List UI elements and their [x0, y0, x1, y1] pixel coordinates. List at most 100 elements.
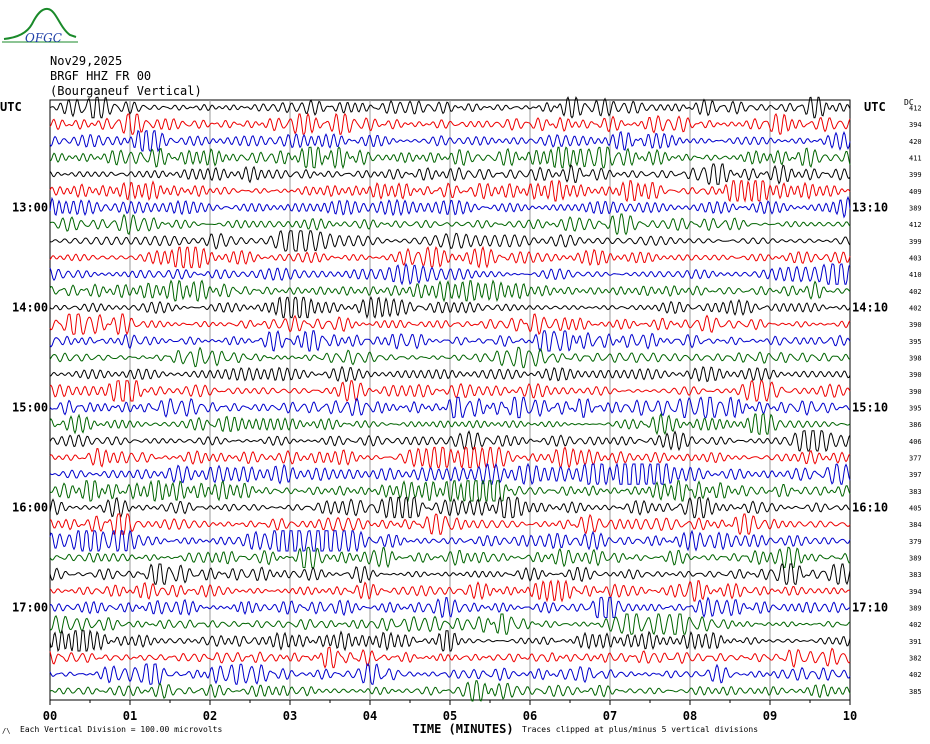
utc-left-label: UTC — [0, 100, 22, 114]
seismic-trace-row — [49, 229, 851, 252]
logo-text: OFGC — [25, 31, 62, 45]
corner-mark: /\ — [2, 727, 11, 735]
dc-offset-label: 398 — [909, 355, 922, 363]
seismic-trace-row — [49, 330, 851, 352]
dc-offset-label: 389 — [909, 605, 922, 613]
right-hour-label: 13:10 — [852, 201, 888, 215]
seismic-trace-row — [49, 663, 851, 685]
x-tick-label: 05 — [443, 709, 457, 723]
seismic-trace-row — [49, 262, 851, 286]
left-hour-label: 16:00 — [12, 501, 48, 515]
dc-offset-label: 399 — [909, 238, 922, 246]
dc-offset-label: 405 — [909, 505, 922, 513]
dc-offset-label: 409 — [909, 188, 922, 196]
seismic-trace-row — [49, 96, 851, 119]
dc-offset-label: 399 — [909, 171, 922, 179]
seismic-trace-row — [49, 430, 851, 453]
dc-offset-label: 385 — [909, 688, 922, 696]
dc-offset-label: 390 — [909, 388, 922, 396]
seismic-trace-row — [49, 296, 851, 319]
seismic-trace-row — [49, 313, 851, 336]
x-tick-label: 03 — [283, 709, 297, 723]
x-tick-label: 00 — [43, 709, 57, 723]
right-hour-label: 16:10 — [852, 501, 888, 515]
left-hour-label: 14:00 — [12, 301, 48, 315]
dc-label: DC — [904, 98, 914, 107]
scale-note: Each Vertical Division = 100.00 microvol… — [20, 725, 223, 734]
x-tick-label: 10 — [843, 709, 857, 723]
seismic-trace-row — [49, 163, 851, 186]
dc-offset-label: 391 — [909, 638, 922, 646]
seismic-trace-row — [49, 479, 851, 502]
label-layer: 00 01 02 03 04 05 06 07 08 09 10 412 394 420 411 399 409… — [12, 105, 922, 724]
dc-offset-label: 394 — [909, 588, 922, 596]
ofgc-logo: OFGC — [2, 7, 78, 45]
seismic-trace-row — [49, 245, 851, 269]
dc-offset-label: 410 — [909, 271, 922, 279]
x-tick-label: 04 — [363, 709, 377, 723]
x-tick-label: 01 — [123, 709, 137, 723]
dc-offset-label: 379 — [909, 538, 922, 546]
dc-offset-label: 420 — [909, 138, 922, 146]
seismic-trace-row — [49, 563, 851, 586]
right-hour-label: 15:10 — [852, 401, 888, 415]
dc-offset-label: 377 — [909, 455, 922, 463]
seismic-trace-row — [49, 680, 851, 702]
seismic-trace-row — [49, 396, 851, 419]
seismic-trace-row — [49, 146, 851, 170]
x-tick-label: 06 — [523, 709, 537, 723]
seismic-trace-row — [49, 529, 851, 553]
dc-offset-label: 395 — [909, 338, 922, 346]
dc-offset-label: 403 — [909, 255, 922, 263]
x-tick-label: 08 — [683, 709, 697, 723]
dc-offset-label: 389 — [909, 205, 922, 213]
seismic-trace-row — [49, 179, 851, 203]
dc-offset-label: 406 — [909, 438, 922, 446]
clip-note: Traces clipped at plus/minus 5 vertical … — [522, 725, 759, 734]
dc-offset-label: 395 — [909, 405, 922, 413]
logo-mountain-line — [3, 7, 77, 40]
seismic-trace-row — [49, 365, 851, 383]
station-location: (Bourganeuf Vertical) — [50, 84, 202, 98]
dc-offset-label: 390 — [909, 371, 922, 379]
right-hour-label: 17:10 — [852, 601, 888, 615]
seismic-trace-row — [49, 379, 851, 403]
dc-offset-label: 412 — [909, 221, 922, 229]
dc-offset-label: 402 — [909, 305, 922, 313]
dc-offset-label: 411 — [909, 155, 922, 163]
seismic-trace-row — [49, 513, 851, 536]
dc-offset-label: 389 — [909, 555, 922, 563]
dc-offset-label: 394 — [909, 121, 922, 129]
dc-offset-label: 384 — [909, 521, 922, 529]
left-hour-label: 17:00 — [12, 601, 48, 615]
dc-offset-label: 382 — [909, 655, 922, 663]
dc-offset-label: 397 — [909, 471, 922, 479]
seismic-trace-row — [49, 629, 851, 653]
seismic-trace-row — [49, 112, 851, 135]
dc-offset-label: 383 — [909, 488, 922, 496]
seismic-trace-row — [49, 346, 851, 369]
station-code: BRGF HHZ FR 00 — [50, 69, 152, 83]
dc-offset-label: 402 — [909, 288, 922, 296]
seismic-trace-row — [49, 446, 851, 469]
seismic-trace-row — [49, 579, 851, 603]
seismic-trace-row — [49, 213, 851, 236]
seismic-trace-row — [49, 496, 851, 519]
seismic-trace-row — [49, 596, 851, 619]
dc-offset-label: 390 — [909, 321, 922, 329]
dc-offset-label: 402 — [909, 621, 922, 629]
seismic-trace-row — [49, 613, 851, 636]
seismic-trace-row — [49, 279, 851, 303]
dc-offset-label: 383 — [909, 571, 922, 579]
x-tick-label: 07 — [603, 709, 617, 723]
x-tick-label: 02 — [203, 709, 217, 723]
seismic-trace-row — [49, 546, 851, 569]
right-hour-label: 14:10 — [852, 301, 888, 315]
seismic-trace-row — [49, 129, 851, 153]
utc-right-label: UTC — [864, 100, 886, 114]
dc-offset-label: 402 — [909, 671, 922, 679]
seismic-trace-row — [49, 646, 851, 669]
left-hour-label: 13:00 — [12, 201, 48, 215]
seismic-trace-row — [49, 412, 851, 436]
